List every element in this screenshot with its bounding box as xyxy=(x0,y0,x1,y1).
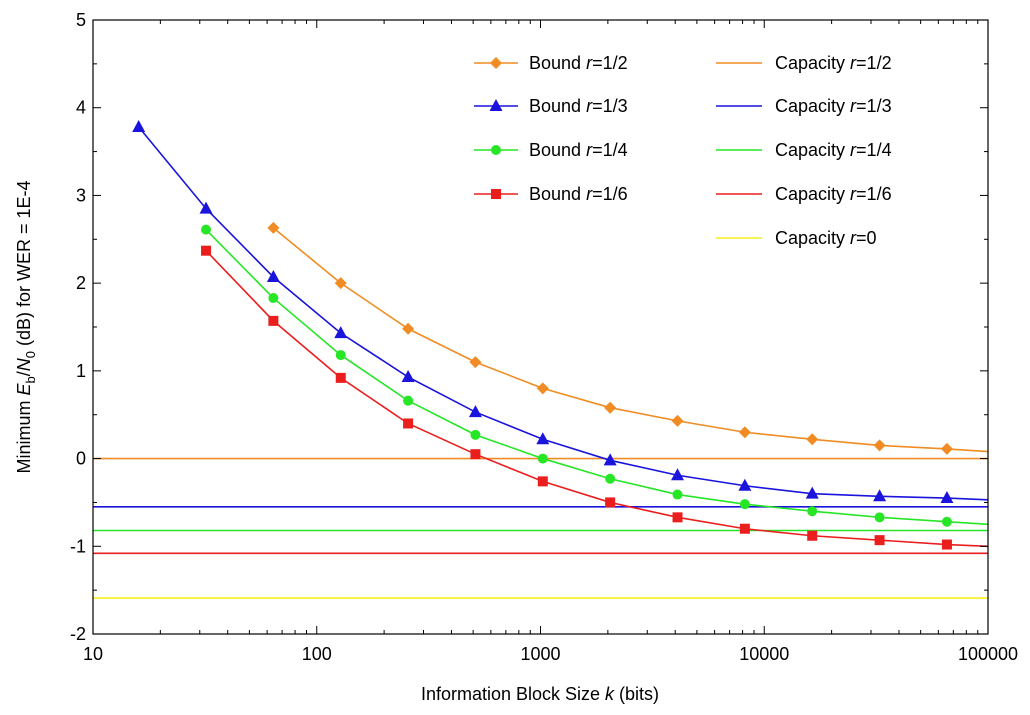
bound-r-1-4-point xyxy=(605,473,616,484)
bound-r-1-3-line xyxy=(138,126,989,501)
bound-r-1-2-line xyxy=(272,227,989,453)
bound-r-1-3-point xyxy=(132,120,146,133)
bound-r-1-2-point xyxy=(469,356,482,369)
y-tick-label: 3 xyxy=(76,185,86,205)
legend-marker-bound-r-1-6 xyxy=(491,189,501,199)
legend-marker-bound-r-1-3 xyxy=(489,99,503,111)
legend-label-capacity-r-0: Capacity r=0 xyxy=(775,228,877,248)
y-tick-label: -1 xyxy=(70,536,86,556)
bound-r-1-6-point xyxy=(335,372,346,383)
bound-r-1-2-point xyxy=(873,439,886,452)
bound-r-1-3-point xyxy=(266,270,280,283)
bound-r-1-6-point xyxy=(807,530,818,541)
bound-r-1-3-point xyxy=(603,453,617,466)
bound-r-1-2-point xyxy=(402,322,415,335)
bound-r-1-6-point xyxy=(537,476,548,487)
bound-r-1-6-point xyxy=(268,315,279,326)
bound-r-1-3-series xyxy=(132,120,989,504)
bound-series xyxy=(132,120,989,550)
legend-label-bound-r-1-2: Bound r=1/2 xyxy=(529,53,628,73)
x-tick-label: 100000 xyxy=(958,644,1018,664)
bound-r-1-6-point xyxy=(739,523,750,534)
bound-r-1-2-point xyxy=(940,442,953,455)
bound-r-1-2-point xyxy=(671,414,684,427)
y-axis-label: Minimum Eb/N0 (dB) for WER = 1E-4 xyxy=(14,180,38,473)
legend-label-capacity-r-1-6: Capacity r=1/6 xyxy=(775,184,892,204)
y-tick-label: 2 xyxy=(76,273,86,293)
bound-r-1-4-point xyxy=(470,429,481,440)
x-tick-label: 10 xyxy=(83,644,103,664)
bound-r-1-4-point xyxy=(201,224,212,235)
bound-r-1-2-point xyxy=(738,426,751,439)
x-tick-label: 10000 xyxy=(739,644,789,664)
bound-r-1-4-point xyxy=(739,499,750,510)
y-tick-label: 4 xyxy=(76,98,86,118)
bound-r-1-6-point xyxy=(201,245,212,256)
bound-r-1-4-point xyxy=(874,512,885,523)
bound-r-1-4-series xyxy=(201,224,989,527)
bound-r-1-6-line xyxy=(205,250,989,548)
bound-r-1-3-point xyxy=(199,201,213,214)
legend-label-bound-r-1-6: Bound r=1/6 xyxy=(529,184,628,204)
bound-r-1-3-point xyxy=(738,478,752,491)
bound-r-1-2-point xyxy=(536,382,549,395)
bound-r-1-2-point xyxy=(604,401,617,414)
bound-r-1-3-point xyxy=(671,468,685,481)
bound-r-1-6-point xyxy=(403,418,414,429)
bound-r-1-6-point xyxy=(874,535,885,546)
bound-r-1-2-point xyxy=(334,277,347,290)
bound-r-1-4-line xyxy=(205,229,989,526)
bound-r-1-6-point xyxy=(941,539,952,550)
bound-r-1-3-point xyxy=(536,432,550,445)
tick-labels: 10 100 1000 10000 100000 -2 -1 0 1 2 3 4 5 xyxy=(70,10,1018,664)
legend-label-bound-r-1-3: Bound r=1/3 xyxy=(529,96,628,116)
bound-r-1-4-point xyxy=(672,489,683,500)
bound-r-1-6-point xyxy=(605,497,616,508)
x-axis-label: Information Block Size k (bits) xyxy=(421,684,659,704)
legend-label-capacity-r-1-2: Capacity r=1/2 xyxy=(775,53,892,73)
bound-r-1-3-point xyxy=(334,326,348,339)
bound-r-1-4-point xyxy=(403,395,414,406)
capacity-lines xyxy=(93,457,988,599)
bound-r-1-6-point xyxy=(672,512,683,523)
legend-marker-bound-r-1-4 xyxy=(491,145,501,155)
x-tick-label: 100 xyxy=(302,644,332,664)
y-tick-label: 5 xyxy=(76,10,86,30)
bound-r-1-4-point xyxy=(941,516,952,527)
bound-r-1-2-point xyxy=(267,221,280,234)
bound-r-1-6-point xyxy=(470,449,481,460)
bound-r-1-2-series xyxy=(267,221,989,455)
bound-r-1-4-point xyxy=(807,506,818,517)
bound-r-1-6-series xyxy=(201,245,989,550)
y-tick-label: 1 xyxy=(76,361,86,381)
bound-r-1-3-point xyxy=(401,369,415,382)
bound-r-1-4-point xyxy=(268,293,279,304)
legend-label-bound-r-1-4: Bound r=1/4 xyxy=(529,140,628,160)
legend-label-capacity-r-1-4: Capacity r=1/4 xyxy=(775,140,892,160)
bound-r-1-3-point xyxy=(940,491,954,504)
bound-r-1-3-point xyxy=(805,486,819,499)
legend-label-capacity-r-1-3: Capacity r=1/3 xyxy=(775,96,892,116)
axis-ticks xyxy=(92,19,989,635)
x-tick-label: 1000 xyxy=(520,644,560,664)
bound-r-1-3-point xyxy=(468,405,482,418)
y-tick-label: -2 xyxy=(70,624,86,644)
bound-r-1-3-point xyxy=(873,489,887,502)
legend: Bound r=1/2 Bound r=1/3 Bound r=1/4 Bound r… xyxy=(474,53,892,248)
bound-r-1-4-point xyxy=(537,453,548,464)
legend-marker-bound-r-1-2 xyxy=(490,57,502,69)
y-tick-label: 0 xyxy=(76,449,86,469)
bound-r-1-2-point xyxy=(806,433,819,446)
bound-r-1-4-point xyxy=(335,350,346,361)
